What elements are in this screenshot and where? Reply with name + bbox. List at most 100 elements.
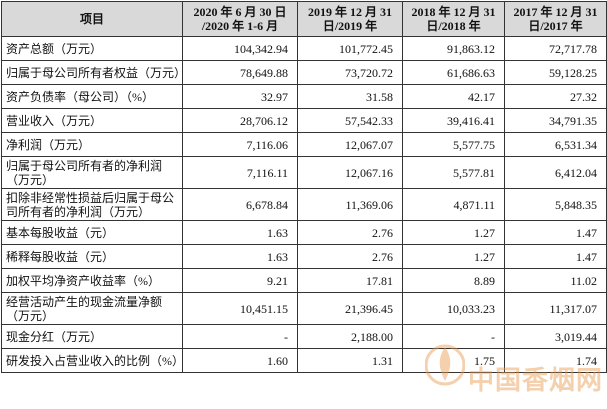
value-cell: 11,369.06 — [297, 188, 403, 221]
text-line: 扣除非经常性损益后归属于母公 — [6, 190, 175, 205]
table-row: 资产总额（万元） 104,342.94 101,772.45 91,863.12 72,… — [1, 36, 607, 61]
text-line: 加权平均净资产收益率（%） — [6, 273, 160, 288]
value-cell: 101,772.45 — [297, 36, 403, 61]
watermark: 中国香烟网 — [468, 366, 604, 396]
table-row: 研发投入占营业收入的比例（%） 1.60 1.31 1.75 1.74 — [1, 348, 607, 373]
text-line: 2020 年 6 月 30 日 — [193, 5, 287, 19]
text-line: 稀释每股收益（元） — [6, 249, 115, 264]
row-label: 归属于母公司所有者的净利润 （万元） — [1, 156, 183, 189]
value-cell: 7,116.11 — [182, 156, 298, 189]
header-cell: 2020 年 6 月 30 日/2020 年 1-6 月 — [182, 1, 298, 37]
value-cell: 2.76 — [297, 244, 403, 269]
value-cell: 17.81 — [297, 268, 403, 293]
value-cell: 32.97 — [182, 84, 298, 109]
table-row: 加权平均净资产收益率（%） 9.21 17.81 8.89 11.02 — [1, 268, 607, 293]
value-cell: 42.17 — [402, 84, 505, 109]
text-line: 营业收入（万元） — [6, 113, 103, 128]
value-cell: 1.75 — [402, 348, 505, 373]
table-row: 现金分红（万元） -2,188.00-3,019.44 — [1, 324, 607, 349]
value-cell: 72,717.78 — [504, 36, 607, 61]
value-cell: 59,128.25 — [504, 60, 607, 85]
value-cell: 1.63 — [182, 220, 298, 245]
value-cell: 10,451.15 — [182, 292, 298, 325]
value-cell: 39,416.41 — [402, 108, 505, 133]
row-label: 加权平均净资产收益率（%） — [1, 268, 183, 293]
text-line: 净利润（万元） — [6, 137, 91, 152]
row-label: 资产总额（万元） — [1, 36, 183, 61]
text-line: 日/2019 年 — [322, 19, 378, 33]
value-cell: 2.76 — [297, 220, 403, 245]
table-row: 营业收入（万元） 28,706.12 57,542.33 39,416.41 34,79… — [1, 108, 607, 133]
table-row: 净利润（万元） 7,116.06 12,067.07 5,577.75 6,531.34 — [1, 132, 607, 157]
text-line: 2018 年 12 月 31 — [411, 5, 496, 19]
text-line: 日/2018 年 — [426, 19, 481, 33]
text-line: /2020 年 1-6 月 — [201, 19, 279, 33]
table-row: 基本每股收益（元） 1.63 2.76 1.27 1.47 — [1, 220, 607, 245]
value-cell: - — [182, 324, 298, 349]
value-cell: 7,116.06 — [182, 132, 298, 157]
value-cell: 1.74 — [504, 348, 607, 373]
table-row: 扣除非经常性损益后归属于母公 司所有者的净利润（万元） 6,678.84 11,369… — [1, 188, 607, 221]
value-cell: 12,067.16 — [297, 156, 403, 189]
value-cell: 61,686.63 — [402, 60, 505, 85]
table-row: 稀释每股收益（元） 1.63 2.76 1.27 1.47 — [1, 244, 607, 269]
row-label: 净利润（万元） — [1, 132, 183, 157]
value-cell: 1.47 — [504, 244, 607, 269]
value-cell: 73,720.72 — [297, 60, 403, 85]
text-line: 归属于母公司所有者的净利润 — [6, 158, 163, 173]
header-cell: 2018 年 12 月 31 日/2018 年 — [402, 1, 505, 37]
row-label: 资产负债率（母公司）（%） — [1, 84, 183, 109]
value-cell: 1.27 — [402, 244, 505, 269]
row-label: 现金分红（万元） — [1, 324, 183, 349]
header-row: 项目 2020 年 6 月 30 日/2020 年 1-6 月 2019 年 12 … — [1, 1, 607, 37]
value-cell: 9.21 — [182, 268, 298, 293]
table-row: 归属于母公司所有者权益（万元） 78,649.88 73,720.72 61,686.… — [1, 60, 607, 85]
text-line: 资产总额（万元） — [6, 41, 103, 56]
value-cell: 1.31 — [297, 348, 403, 373]
value-cell: 3,019.44 — [504, 324, 607, 349]
value-cell: 78,649.88 — [182, 60, 298, 85]
value-cell: 91,863.12 — [402, 36, 505, 61]
value-cell: 5,577.81 — [402, 156, 505, 189]
value-cell: 8.89 — [402, 268, 505, 293]
header-cell: 2017 年 12 月 31 日/2017 年 — [504, 1, 607, 37]
value-cell: 6,678.84 — [182, 188, 298, 221]
value-cell: 31.58 — [297, 84, 403, 109]
value-cell: 1.60 — [182, 348, 298, 373]
value-cell: 1.63 — [182, 244, 298, 269]
value-cell: 4,871.11 — [402, 188, 505, 221]
financial-table: 项目 2020 年 6 月 30 日/2020 年 1-6 月 2019 年 12 … — [1, 1, 607, 373]
value-cell: 28,706.12 — [182, 108, 298, 133]
value-cell: 12,067.07 — [297, 132, 403, 157]
text-line: 司所有者的净利润（万元） — [6, 204, 151, 219]
text-line: 归属于母公司所有者权益（万元） — [6, 65, 187, 80]
value-cell: 21,396.45 — [297, 292, 403, 325]
table-row: 资产负债率（母公司）（%） 32.97 31.58 42.17 27.32 — [1, 84, 607, 109]
text-line: 基本每股收益（元） — [6, 225, 115, 240]
value-cell: 2,188.00 — [297, 324, 403, 349]
value-cell: 34,791.35 — [504, 108, 607, 133]
text-line: 2019 年 12 月 31 — [307, 5, 392, 19]
value-cell: 57,542.33 — [297, 108, 403, 133]
value-cell: 10,033.23 — [402, 292, 505, 325]
value-cell: 6,412.04 — [504, 156, 607, 189]
text-line: 项目 — [79, 12, 104, 26]
row-label: 归属于母公司所有者权益（万元） — [1, 60, 187, 85]
text-line: 资产负债率（母公司）（%） — [6, 89, 154, 104]
text-line: （万元） — [6, 308, 55, 323]
table-body: 资产总额（万元） 104,342.94 101,772.45 91,863.12 72,… — [1, 36, 607, 373]
header-cell: 2019 年 12 月 31 日/2019 年 — [297, 1, 403, 37]
text-line: （万元） — [6, 172, 55, 187]
row-label: 营业收入（万元） — [1, 108, 183, 133]
table-row: 经营活动产生的现金流量净额 （万元） 10,451.15 21,396.45 10,03… — [1, 292, 607, 325]
value-cell: 6,531.34 — [504, 132, 607, 157]
value-cell: 5,577.75 — [402, 132, 505, 157]
watermark-logo — [425, 344, 465, 386]
value-cell: 11.02 — [504, 268, 607, 293]
row-label: 基本每股收益（元） — [1, 220, 183, 245]
row-label: 研发投入占营业收入的比例（%） — [1, 348, 184, 373]
value-cell: 104,342.94 — [182, 36, 298, 61]
value-cell: 5,848.35 — [504, 188, 607, 221]
row-label: 稀释每股收益（元） — [1, 244, 183, 269]
